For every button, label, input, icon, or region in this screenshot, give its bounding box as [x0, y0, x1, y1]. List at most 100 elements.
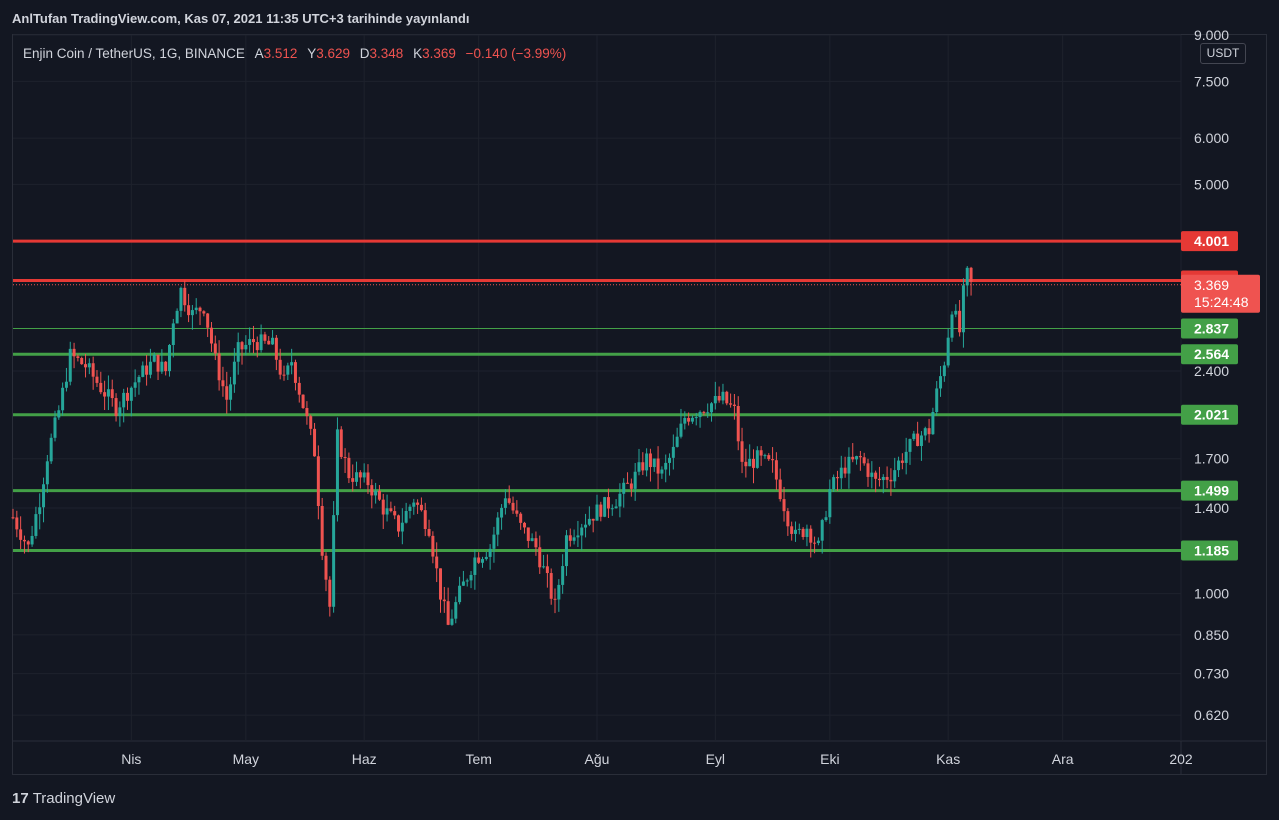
candle-body: [809, 528, 813, 543]
level-badge: [1181, 540, 1238, 561]
candle-body: [148, 361, 152, 375]
candle-body: [76, 356, 80, 358]
candle-body: [923, 428, 927, 436]
candle-body: [935, 388, 939, 412]
candle-body: [248, 339, 252, 345]
candle-body: [900, 460, 904, 463]
candle-body: [106, 389, 110, 397]
candle-body: [893, 470, 897, 482]
candle-body: [416, 502, 420, 505]
candle-body: [843, 467, 847, 474]
candle-body: [790, 526, 794, 534]
candle-body: [49, 437, 53, 462]
level-badge-label: 1.185: [1194, 542, 1229, 558]
candle-body: [301, 394, 305, 409]
candle-body: [866, 463, 870, 477]
candle-body: [683, 417, 687, 424]
candle-body: [820, 520, 824, 541]
candle-body: [778, 479, 782, 500]
candle-body: [11, 517, 15, 519]
candle-body: [530, 538, 534, 541]
candle-body: [832, 477, 836, 490]
level-badge: [1181, 480, 1238, 501]
candle-body: [366, 472, 370, 486]
candle-body: [160, 361, 164, 372]
candle-body: [305, 408, 309, 417]
candle-body: [664, 462, 668, 470]
candle-body: [740, 441, 744, 462]
candle-body: [668, 457, 672, 463]
candle-body: [419, 504, 423, 511]
candle-body: [610, 508, 614, 510]
candle-body: [618, 493, 622, 507]
last-price-label: 3.369: [1194, 277, 1229, 293]
price-tick-label: 9.000: [1194, 27, 1229, 43]
time-tick-label: Ara: [1052, 751, 1074, 767]
candle-body: [519, 513, 523, 523]
symbol-name[interactable]: Enjin Coin / TetherUS, 1G, BINANCE: [23, 46, 245, 61]
candle-body: [194, 307, 198, 311]
time-tick-label: Kas: [936, 751, 960, 767]
candle-body: [603, 497, 607, 517]
candle-body: [351, 478, 355, 482]
candle-body: [755, 450, 759, 468]
level-badge-label: 1.499: [1194, 483, 1229, 499]
time-tick-label: Eki: [820, 751, 839, 767]
time-tick-label: Nis: [121, 751, 141, 767]
candle-body: [908, 439, 912, 452]
level-badge: [1181, 318, 1238, 339]
candle-body: [187, 305, 191, 316]
candle-body: [126, 392, 130, 401]
level-badge-label: 2.564: [1194, 346, 1229, 362]
candle-body: [38, 507, 42, 515]
candle-body: [84, 364, 88, 368]
candle-body: [473, 557, 477, 575]
candle-body: [290, 362, 294, 366]
candle-body: [656, 458, 660, 474]
published-caption: AnlTufan TradingView.com, Kas 07, 2021 1…: [12, 11, 470, 26]
change-value: −0.140 (−3.99%): [465, 46, 567, 61]
price-tick-label: 1.400: [1194, 500, 1229, 516]
candle-body: [679, 423, 683, 437]
currency-button[interactable]: USDT: [1200, 43, 1246, 64]
candle-body: [835, 477, 839, 479]
candle-body: [763, 455, 767, 457]
candle-body: [515, 510, 519, 514]
candle-body: [526, 527, 530, 541]
candle-body: [190, 310, 194, 316]
time-tick-label: Haz: [352, 751, 377, 767]
candle-body: [255, 342, 259, 351]
candle-body: [118, 407, 122, 417]
candle-body: [652, 458, 656, 468]
candle-body: [690, 417, 694, 422]
candle-body: [122, 392, 126, 408]
candle-body: [167, 345, 171, 372]
candle-body: [358, 472, 362, 478]
candle-body: [95, 376, 99, 383]
candle-body: [889, 479, 893, 482]
candle-body: [851, 456, 855, 460]
candle-body: [568, 535, 572, 541]
candle-body: [400, 522, 404, 532]
candle-body: [564, 535, 568, 567]
candle-body: [858, 456, 862, 458]
level-badge-label: 2.021: [1194, 407, 1229, 423]
time-tick-label: Tem: [465, 751, 491, 767]
candle-body: [870, 472, 874, 477]
candle-body: [423, 510, 427, 530]
candle-body: [717, 395, 721, 401]
candle-body: [175, 310, 179, 324]
candle-body: [251, 339, 255, 343]
candle-body: [141, 365, 145, 377]
candle-body: [408, 506, 412, 511]
candle-body: [912, 433, 916, 440]
candle-body: [439, 568, 443, 600]
candle-body: [492, 534, 496, 549]
candle-body: [801, 528, 805, 538]
candle-body: [347, 457, 351, 479]
price-badges: 4.0013.4272.8372.5642.0211.4991.1853.369…: [1181, 231, 1260, 561]
candle-body: [465, 580, 469, 582]
candle-body: [374, 490, 378, 496]
candle-body: [381, 499, 385, 515]
